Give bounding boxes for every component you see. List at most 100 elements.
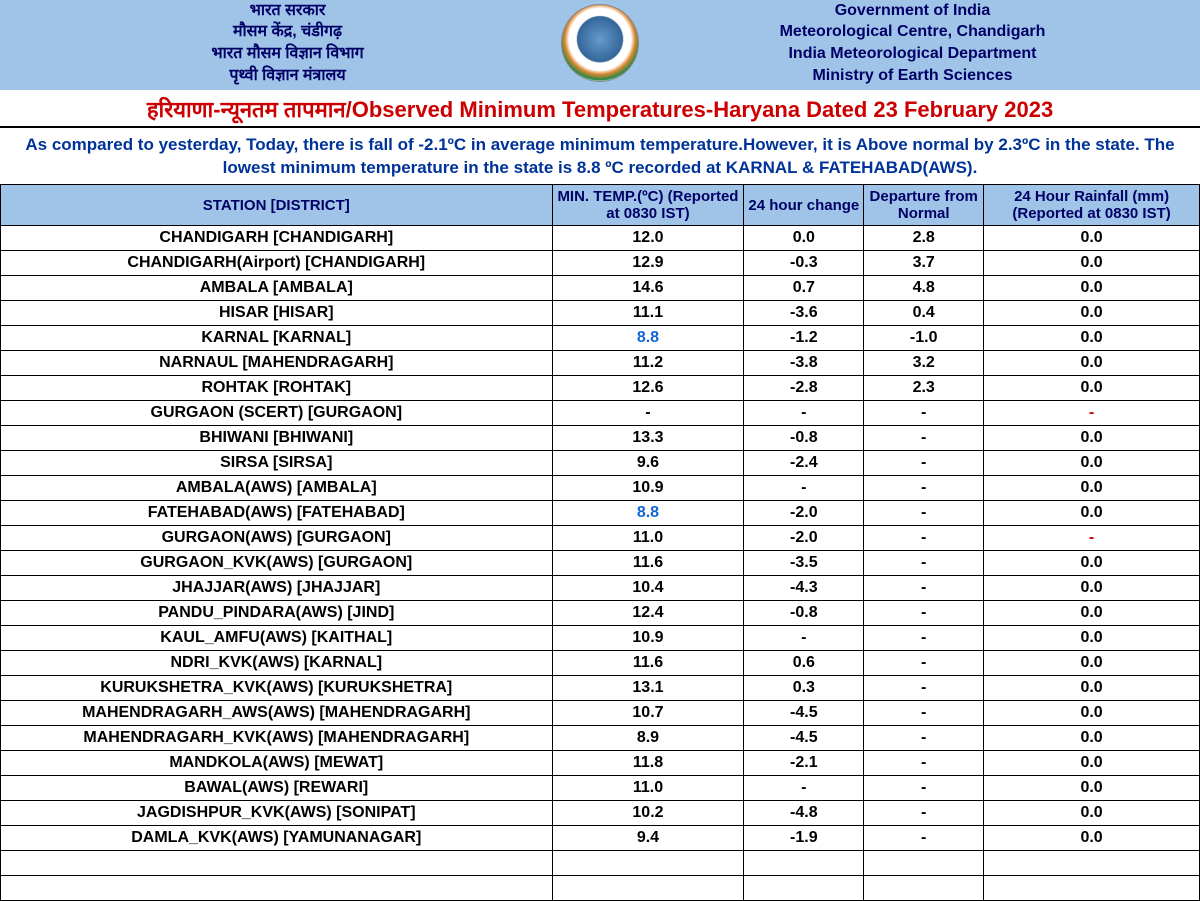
- table-cell: DAMLA_KVK(AWS) [YAMUNANAGAR]: [1, 826, 553, 851]
- table-row: KURUKSHETRA_KVK(AWS) [KURUKSHETRA]13.10.…: [1, 676, 1200, 701]
- table-cell: -4.5: [744, 701, 864, 726]
- table-row: AMBALA [AMBALA]14.60.74.80.0: [1, 276, 1200, 301]
- table-cell: 10.2: [552, 801, 744, 826]
- table-cell: -: [864, 476, 984, 501]
- table-cell: [552, 876, 744, 901]
- table-cell: -: [864, 626, 984, 651]
- table-cell: 0.6: [744, 651, 864, 676]
- table-cell: NARNAUL [MAHENDRAGARH]: [1, 351, 553, 376]
- table-row: NARNAUL [MAHENDRAGARH]11.2-3.83.20.0: [1, 351, 1200, 376]
- table-cell: 0.0: [984, 326, 1200, 351]
- table-cell: ROHTAK [ROHTAK]: [1, 376, 553, 401]
- table-cell: 0.0: [984, 376, 1200, 401]
- col-rainfall: 24 Hour Rainfall (mm) (Reported at 0830 …: [984, 184, 1200, 226]
- table-cell: AMBALA [AMBALA]: [1, 276, 553, 301]
- table-cell: 10.4: [552, 576, 744, 601]
- table-cell: -2.8: [744, 376, 864, 401]
- col-change: 24 hour change: [744, 184, 864, 226]
- table-cell: 0.0: [984, 626, 1200, 651]
- table-cell: NDRI_KVK(AWS) [KARNAL]: [1, 651, 553, 676]
- col-departure: Departure from Normal: [864, 184, 984, 226]
- table-cell: -2.1: [744, 751, 864, 776]
- table-body: CHANDIGARH [CHANDIGARH]12.00.02.80.0CHAN…: [1, 226, 1200, 901]
- table-cell: HISAR [HISAR]: [1, 301, 553, 326]
- table-cell: 0.0: [984, 226, 1200, 251]
- table-cell: 0.0: [984, 776, 1200, 801]
- table-cell: -: [864, 551, 984, 576]
- table-cell: 0.0: [984, 651, 1200, 676]
- table-cell: -: [864, 426, 984, 451]
- table-cell: GURGAON_KVK(AWS) [GURGAON]: [1, 551, 553, 576]
- table-row: MAHENDRAGARH_AWS(AWS) [MAHENDRAGARH]10.7…: [1, 701, 1200, 726]
- table-cell: -: [984, 401, 1200, 426]
- table-cell: [864, 851, 984, 876]
- eng-line-3: India Meteorological Department: [645, 43, 1180, 65]
- table-cell: 10.9: [552, 626, 744, 651]
- hindi-line-4: पृथ्वी विज्ञान मंत्रालय: [20, 65, 555, 87]
- temperature-table: STATION [DISTRICT] MIN. TEMP.(ºC) (Repor…: [0, 184, 1200, 901]
- table-cell: 0.0: [984, 826, 1200, 851]
- table-row: AMBALA(AWS) [AMBALA]10.9--0.0: [1, 476, 1200, 501]
- eng-line-1: Government of India: [645, 0, 1180, 21]
- table-row: BHIWANI [BHIWANI]13.3-0.8-0.0: [1, 426, 1200, 451]
- table-cell: -0.3: [744, 251, 864, 276]
- table-cell: -2.0: [744, 526, 864, 551]
- table-cell: MAHENDRAGARH_KVK(AWS) [MAHENDRAGARH]: [1, 726, 553, 751]
- table-cell: 0.0: [984, 351, 1200, 376]
- table-cell: 9.6: [552, 451, 744, 476]
- table-cell: -: [864, 726, 984, 751]
- table-cell: 0.0: [984, 476, 1200, 501]
- header-right-text: Government of India Meteorological Centr…: [645, 0, 1180, 86]
- table-cell: -: [984, 526, 1200, 551]
- table-cell: 0.0: [984, 751, 1200, 776]
- table-cell: 10.7: [552, 701, 744, 726]
- table-cell: 0.0: [984, 301, 1200, 326]
- table-row: SIRSA [SIRSA]9.6-2.4-0.0: [1, 451, 1200, 476]
- header-emblem-wrap: [555, 4, 645, 82]
- summary-text: As compared to yesterday, Today, there i…: [0, 128, 1200, 184]
- table-cell: KURUKSHETRA_KVK(AWS) [KURUKSHETRA]: [1, 676, 553, 701]
- table-cell: 8.8: [552, 501, 744, 526]
- table-cell: -2.0: [744, 501, 864, 526]
- table-cell: -: [864, 701, 984, 726]
- table-row: GURGAON_KVK(AWS) [GURGAON]11.6-3.5-0.0: [1, 551, 1200, 576]
- table-cell: [864, 876, 984, 901]
- col-station: STATION [DISTRICT]: [1, 184, 553, 226]
- table-cell: AMBALA(AWS) [AMBALA]: [1, 476, 553, 501]
- table-cell: -3.8: [744, 351, 864, 376]
- table-cell: 12.9: [552, 251, 744, 276]
- table-cell: JAGDISHPUR_KVK(AWS) [SONIPAT]: [1, 801, 553, 826]
- table-cell: GURGAON(AWS) [GURGAON]: [1, 526, 553, 551]
- table-cell: 0.0: [984, 276, 1200, 301]
- table-cell: -: [864, 651, 984, 676]
- table-cell: -4.5: [744, 726, 864, 751]
- table-cell: -: [744, 476, 864, 501]
- table-cell: 13.1: [552, 676, 744, 701]
- table-cell: -: [744, 626, 864, 651]
- table-cell: [552, 851, 744, 876]
- table-row: KARNAL [KARNAL]8.8-1.2-1.00.0: [1, 326, 1200, 351]
- table-row: MANDKOLA(AWS) [MEWAT]11.8-2.1-0.0: [1, 751, 1200, 776]
- header-left-text: भारत सरकार मौसम केंद्र, चंडीगढ़ भारत मौस…: [20, 0, 555, 86]
- table-row: ROHTAK [ROHTAK]12.6-2.82.30.0: [1, 376, 1200, 401]
- table-cell: CHANDIGARH [CHANDIGARH]: [1, 226, 553, 251]
- table-row: DAMLA_KVK(AWS) [YAMUNANAGAR]9.4-1.9-0.0: [1, 826, 1200, 851]
- page-title: हरियाणा-न्यूनतम तापमान/Observed Minimum …: [0, 90, 1200, 128]
- table-cell: 2.8: [864, 226, 984, 251]
- table-cell: -: [744, 776, 864, 801]
- table-cell: 12.0: [552, 226, 744, 251]
- table-row: MAHENDRAGARH_KVK(AWS) [MAHENDRAGARH]8.9-…: [1, 726, 1200, 751]
- table-cell: FATEHABAD(AWS) [FATEHABAD]: [1, 501, 553, 526]
- table-cell: -3.5: [744, 551, 864, 576]
- table-row: GURGAON (SCERT) [GURGAON]----: [1, 401, 1200, 426]
- table-row: [1, 851, 1200, 876]
- table-cell: 0.0: [984, 426, 1200, 451]
- table-row: HISAR [HISAR]11.1-3.60.40.0: [1, 301, 1200, 326]
- table-cell: [1, 876, 553, 901]
- table-cell: -: [864, 601, 984, 626]
- hindi-line-3: भारत मौसम विज्ञान विभाग: [20, 43, 555, 65]
- table-cell: 0.0: [984, 551, 1200, 576]
- table-cell: JHAJJAR(AWS) [JHAJJAR]: [1, 576, 553, 601]
- table-cell: -: [864, 751, 984, 776]
- table-row: FATEHABAD(AWS) [FATEHABAD]8.8-2.0-0.0: [1, 501, 1200, 526]
